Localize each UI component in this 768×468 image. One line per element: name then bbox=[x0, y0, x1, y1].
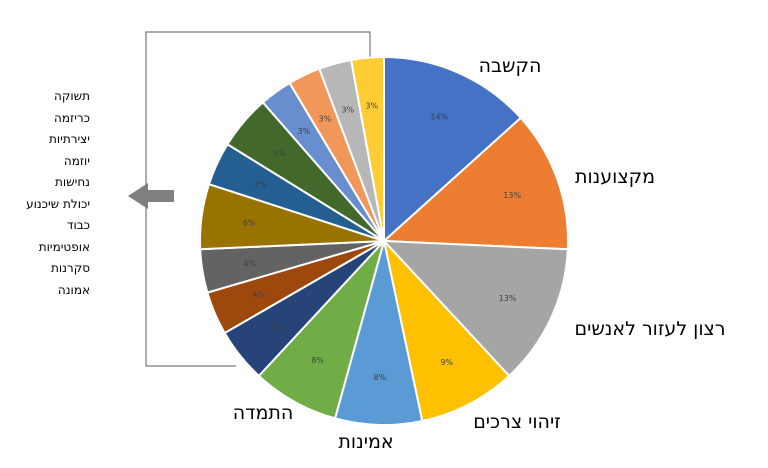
list-item: אמונה bbox=[57, 282, 90, 297]
pie-slice bbox=[383, 55, 523, 244]
slice-category-label: רצון לעזור לאנשים bbox=[574, 318, 725, 340]
slice-category-label: הקשבה bbox=[479, 55, 542, 77]
slice-value-label: 3% bbox=[365, 101, 378, 110]
slice-category-label: אמינות bbox=[338, 431, 393, 453]
slice-category-label: זיהוי צרכים bbox=[473, 411, 561, 433]
slice-value-label: 3% bbox=[298, 127, 311, 136]
pie-slice bbox=[381, 239, 569, 378]
pie-slice bbox=[381, 116, 569, 251]
left-arrow-icon bbox=[128, 183, 174, 209]
list-item: יכולת שיכנוע bbox=[26, 196, 90, 211]
list-item: נחישות bbox=[55, 175, 90, 189]
list-item: יצירתיות bbox=[49, 132, 90, 146]
list-item: תשוקה bbox=[53, 89, 90, 103]
slice-value-label: 9% bbox=[440, 358, 453, 367]
slice-value-label: 13% bbox=[503, 191, 521, 200]
list-item: סקרנות bbox=[50, 261, 90, 275]
slice-value-label: 3% bbox=[319, 114, 332, 123]
small-slices-list: תשוקה כריזמה יצירתיות יוזמה נחישות יכולת… bbox=[26, 86, 90, 301]
slice-value-label: 8% bbox=[311, 356, 324, 365]
list-item: אופטימיות bbox=[38, 239, 90, 254]
slice-value-label: 4% bbox=[243, 259, 256, 268]
small-slices-bracket bbox=[145, 31, 371, 367]
slice-value-label: 5% bbox=[274, 149, 287, 158]
pie-slice bbox=[382, 237, 511, 423]
slice-category-label: התמדה bbox=[233, 402, 294, 424]
slice-value-label: 3% bbox=[341, 106, 354, 115]
slice-value-label: 14% bbox=[431, 113, 449, 122]
slice-value-label: 4% bbox=[252, 291, 265, 300]
pie-slice bbox=[349, 55, 385, 242]
list-item: יוזמה bbox=[63, 153, 90, 168]
slice-value-label: 13% bbox=[499, 294, 517, 303]
list-item: כבוד bbox=[66, 218, 90, 232]
slice-value-label: 6% bbox=[243, 219, 256, 228]
slice-value-label: 5% bbox=[271, 322, 284, 331]
list-item: כריזמה bbox=[54, 110, 90, 125]
slice-value-label: 8% bbox=[374, 373, 387, 382]
slice-category-label: מקצוענות bbox=[575, 166, 655, 188]
slice-value-label: 4% bbox=[254, 180, 267, 189]
